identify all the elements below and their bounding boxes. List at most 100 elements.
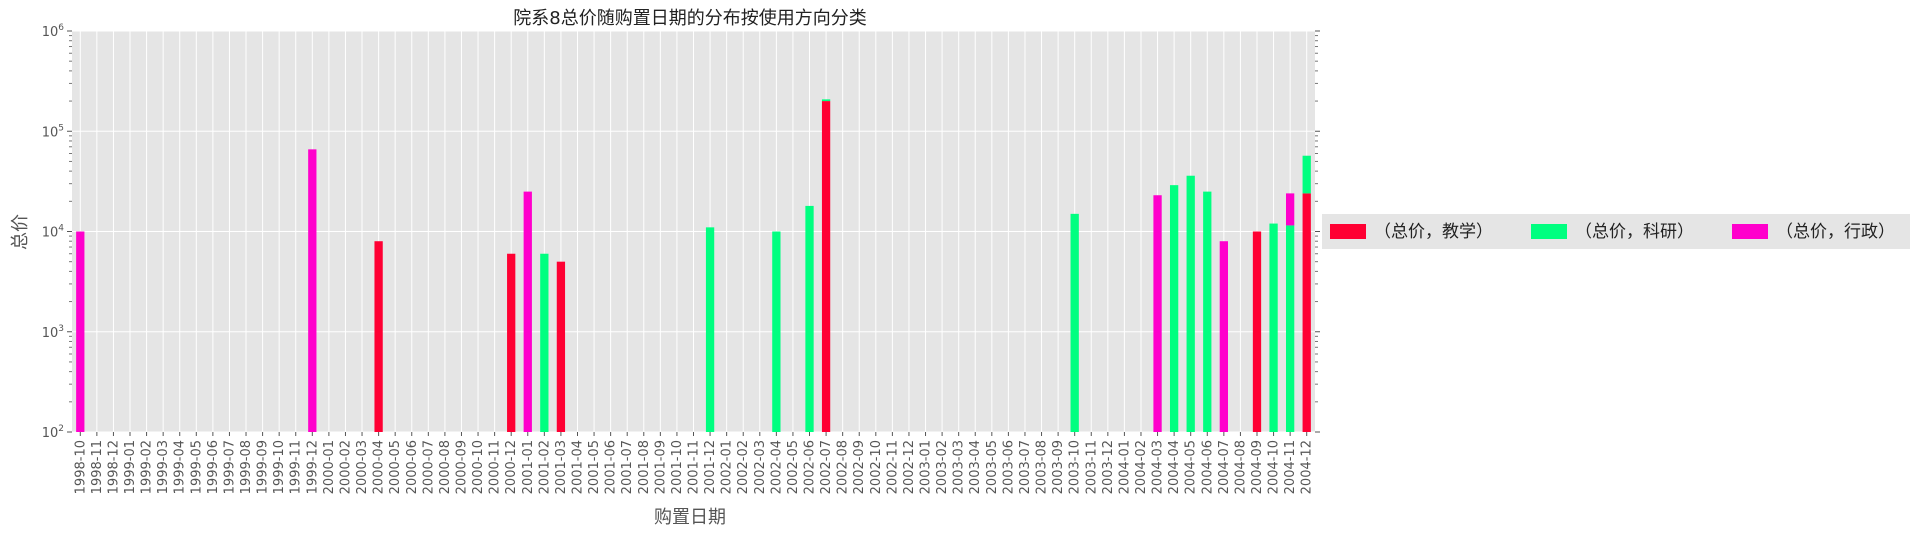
legend-box: [1322, 214, 1910, 249]
legend-label-teaching: （总价，教学）: [1374, 222, 1493, 242]
bar: [1169, 185, 1179, 432]
y-tick-label: 105: [42, 123, 64, 140]
x-tick-label: 1999-08: [239, 440, 254, 494]
y-tick-label: 102: [42, 424, 64, 441]
x-tick-label: 1999-03: [156, 440, 171, 494]
legend-swatch-research: [1531, 224, 1567, 239]
x-tick-label: 2001-05: [587, 440, 602, 494]
bar: [523, 191, 532, 432]
x-tick-label: 2004-05: [1184, 440, 1199, 494]
x-tick-label: 2004-04: [1167, 440, 1182, 494]
legend-swatch-admin: [1732, 224, 1768, 239]
x-tick-label: 2001-09: [653, 440, 668, 494]
x-tick-label: 1998-12: [106, 440, 121, 494]
y-axis: 102 103 104 105 106: [42, 23, 1320, 441]
bar: [1219, 241, 1228, 432]
x-tick-label: 2002-01: [720, 440, 735, 494]
x-tick-label: 2000-05: [388, 440, 403, 494]
x-tick-label: 2003-03: [952, 440, 967, 494]
x-tick-label: 2004-12: [1300, 440, 1315, 494]
x-tick-label: 2001-12: [703, 440, 718, 494]
y-tick-label: 106: [42, 23, 65, 40]
x-tick-label: 2003-12: [1101, 440, 1116, 494]
bar: [540, 253, 549, 432]
x-tick-label: 1999-07: [222, 440, 237, 494]
x-tick-label: 2003-01: [919, 440, 934, 494]
x-tick-label: 1998-10: [73, 440, 88, 494]
legend-label-admin: （总价，行政）: [1776, 222, 1895, 242]
x-tick-label: 2002-02: [736, 440, 751, 494]
x-tick-label: 2003-04: [968, 440, 983, 494]
x-tick-label: 2004-06: [1200, 440, 1215, 494]
x-tick-label: 2000-08: [438, 440, 453, 494]
x-tick-label: 2002-09: [852, 440, 867, 494]
x-tick-label: 2003-05: [985, 440, 1000, 494]
x-tick-label: 2003-02: [935, 440, 950, 494]
x-tick-label: 1999-02: [140, 440, 155, 494]
x-tick-label: 2000-10: [471, 440, 486, 494]
x-tick-label: 2004-09: [1250, 440, 1265, 494]
x-tick-label: 1999-10: [272, 440, 287, 494]
x-tick-label: 2000-07: [421, 440, 436, 494]
bar: [1186, 175, 1195, 433]
x-tick-label: 2001-03: [554, 440, 569, 494]
bar: [1285, 225, 1295, 432]
bar: [821, 99, 831, 102]
x-tick-label: 1999-12: [305, 440, 320, 494]
x-tick-label: 1999-11: [289, 440, 304, 494]
x-tick-label: 2004-11: [1283, 440, 1298, 494]
x-tick-label: 2002-05: [786, 440, 801, 494]
x-tick-label: 2001-06: [604, 440, 619, 494]
x-tick-label: 2002-11: [885, 440, 900, 494]
x-tick-label: 2003-08: [1035, 440, 1050, 494]
x-tick-label: 2002-03: [753, 440, 768, 494]
x-axis-label: 购置日期: [654, 507, 726, 528]
bar: [507, 253, 516, 432]
x-tick-label: 1998-11: [90, 440, 105, 494]
x-tick-label: 2004-02: [1134, 440, 1149, 494]
bar: [1285, 193, 1295, 226]
x-tick-label: 2004-10: [1267, 440, 1282, 494]
x-tick-label: 2003-10: [1068, 440, 1083, 494]
x-tick-label: 2001-08: [637, 440, 652, 494]
x-tick-label: 2001-10: [670, 440, 685, 494]
bar: [1302, 193, 1311, 432]
x-tick-label: 2002-12: [902, 440, 917, 494]
bar: [1203, 191, 1212, 432]
x-tick-label: 2000-02: [338, 440, 353, 494]
y-tick-label: 104: [42, 224, 65, 241]
chart-title: 院系8总价随购置日期的分布按使用方向分类: [513, 8, 866, 29]
x-tick-label: 2000-04: [372, 440, 387, 494]
bar: [705, 227, 715, 432]
bar: [76, 231, 85, 432]
bar: [821, 101, 831, 432]
x-tick-label: 1999-01: [123, 440, 138, 494]
x-tick-label: 2002-07: [819, 440, 834, 494]
x-tick-label: 2002-06: [803, 440, 818, 494]
bars: [76, 99, 1311, 433]
x-tick-label: 2004-07: [1217, 440, 1232, 494]
x-tick-label: 2002-04: [769, 440, 784, 494]
bar: [308, 149, 317, 433]
x-tick-label: 2000-06: [405, 440, 420, 494]
y-tick-label: 103: [42, 324, 64, 341]
x-tick-label: 2002-10: [869, 440, 884, 494]
bar: [1252, 231, 1262, 432]
bar: [1269, 223, 1278, 432]
x-tick-label: 2000-03: [355, 440, 370, 494]
legend: （总价，教学） （总价，科研） （总价，行政）: [1322, 214, 1910, 249]
x-tick-label: 2000-11: [488, 440, 503, 494]
x-tick-label: 2000-01: [322, 440, 337, 494]
bar: [805, 205, 814, 432]
x-tick-label: 1999-05: [189, 440, 204, 494]
bar: [1070, 213, 1079, 432]
x-tick-label: 2001-11: [687, 440, 702, 494]
bar: [1302, 155, 1311, 194]
x-tick-label: 2001-07: [620, 440, 635, 494]
x-tick-label: 2004-08: [1233, 440, 1248, 494]
x-tick-label: 2003-11: [1084, 440, 1099, 494]
x-tick-label: 1999-09: [256, 440, 271, 494]
x-tick-label: 2004-03: [1151, 440, 1166, 494]
x-tick-label: 2001-04: [570, 440, 585, 494]
legend-label-research: （总价，科研）: [1575, 222, 1694, 242]
